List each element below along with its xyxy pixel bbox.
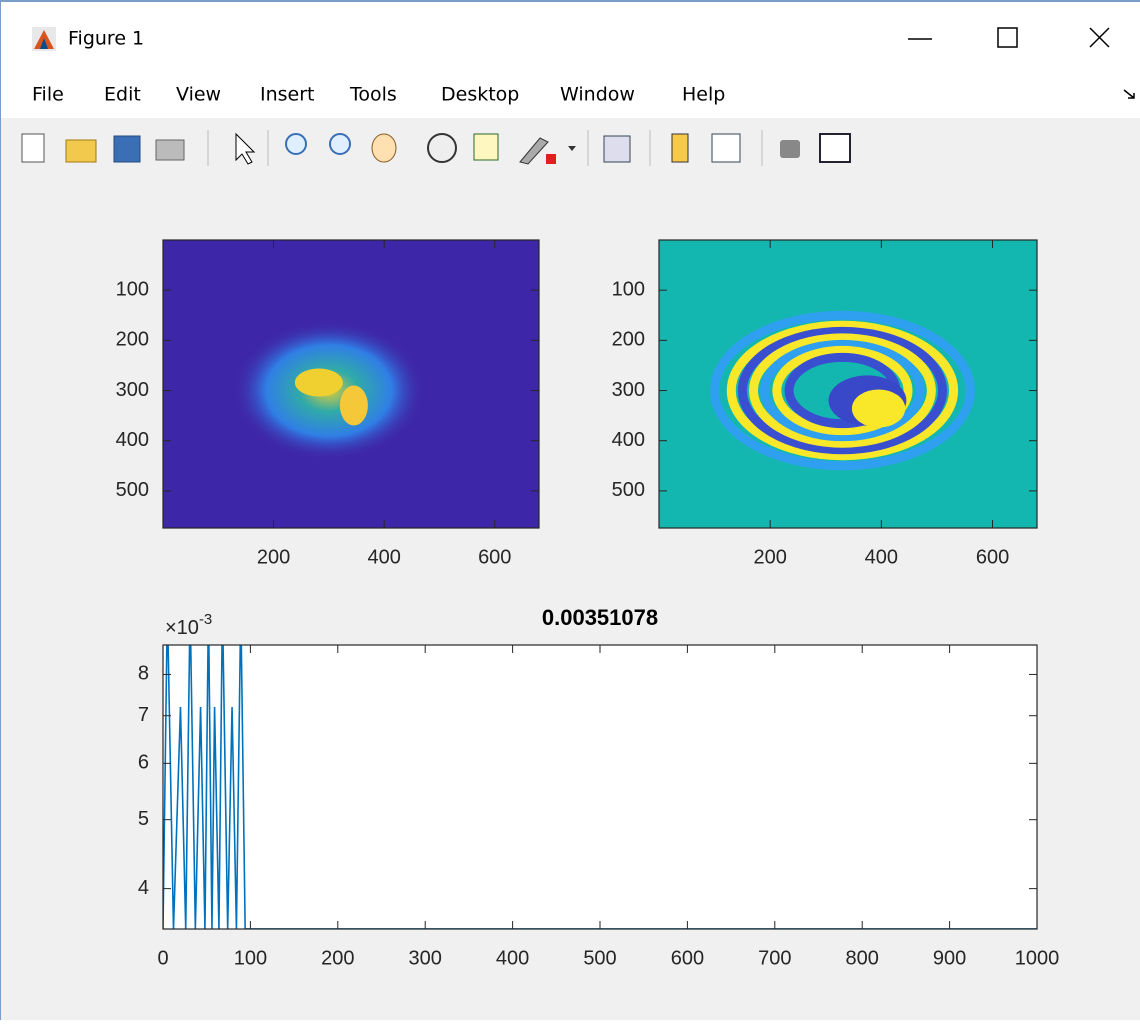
menu-item[interactable]: Help [682,84,725,106]
x-tick-label: 400 [865,546,898,568]
x-tick-label: 800 [846,947,879,969]
x-tick-label: 1000 [1015,947,1060,969]
x-tick-label: 400 [367,546,400,568]
y-tick-label: 4 [138,877,149,899]
y-tick-label: 500 [116,479,149,501]
x-tick-label: 300 [409,947,442,969]
tool-legend[interactable] [712,134,740,162]
menu-item[interactable]: Edit [104,84,141,106]
exponent-base: ×10 [165,617,199,639]
menu-item[interactable]: Desktop [441,84,519,106]
y-tick-label: 200 [116,329,149,351]
menu-item[interactable]: Window [560,84,635,106]
tool-datacursor[interactable] [474,134,498,160]
y-tick-label: 400 [612,429,645,451]
y-tick-label: 300 [116,379,149,401]
tool-open[interactable] [66,140,96,162]
plot-area [163,240,539,528]
y-tick-label: 100 [116,278,149,300]
menu-item[interactable]: Tools [349,84,397,106]
y-tick-label: 300 [612,379,645,401]
exponent-power: -3 [199,611,212,628]
figure-window: Figure 1 File Edit View Insert Tools Desktop W… [0,0,1140,1020]
tool-zoom-out[interactable] [330,134,350,154]
plot-area [163,606,1037,929]
y-tick-label: 7 [138,704,149,726]
page: Figure 1 File Edit View Insert Tools Desktop W… [0,0,1140,1020]
menu-bar: File Edit View Insert Tools Desktop Window Help [32,84,725,106]
plot-area [659,240,1037,528]
menu-item[interactable]: View [176,84,221,106]
x-tick-label: 700 [758,947,791,969]
axes-background [163,645,1037,929]
tool-print[interactable] [156,140,184,160]
x-tick-label: 200 [753,546,786,568]
tool-zoom-in[interactable] [286,134,306,154]
tool-link[interactable] [604,136,630,162]
tool-show-tools[interactable] [820,134,850,162]
image-feature [852,389,905,427]
menu-item[interactable]: Insert [260,84,315,106]
x-tick-label: 600 [976,546,1009,568]
y-tick-label: 5 [138,808,149,830]
y-tick-label: 500 [612,479,645,501]
x-tick-label: 200 [321,947,354,969]
x-tick-label: 400 [496,947,529,969]
tool-brush-color[interactable] [546,154,556,164]
y-tick-label: 100 [612,278,645,300]
y-tick-label: 400 [116,429,149,451]
image-feature [295,369,343,397]
x-tick-label: 0 [157,947,168,969]
app-icon [32,27,56,51]
menu-item[interactable]: File [32,84,64,106]
x-tick-label: 900 [933,947,966,969]
y-tick-label: 8 [138,663,149,685]
tool-pan[interactable] [372,134,396,162]
window-title: Figure 1 [68,28,144,50]
x-tick-label: 500 [583,947,616,969]
image-feature [340,386,368,426]
y-tick-label: 6 [138,752,149,774]
x-tick-label: 600 [478,546,511,568]
tool-new[interactable] [22,134,44,162]
x-tick-label: 200 [257,546,290,568]
y-tick-label: 200 [612,329,645,351]
tool-save[interactable] [114,136,140,162]
tool-colorbar[interactable] [672,134,688,162]
x-tick-label: 600 [671,947,704,969]
x-tick-label: 100 [234,947,267,969]
tool-rotate[interactable] [428,134,456,162]
chart-title: 0.00351078 [542,605,658,630]
tool-hide-tools[interactable] [780,140,800,158]
